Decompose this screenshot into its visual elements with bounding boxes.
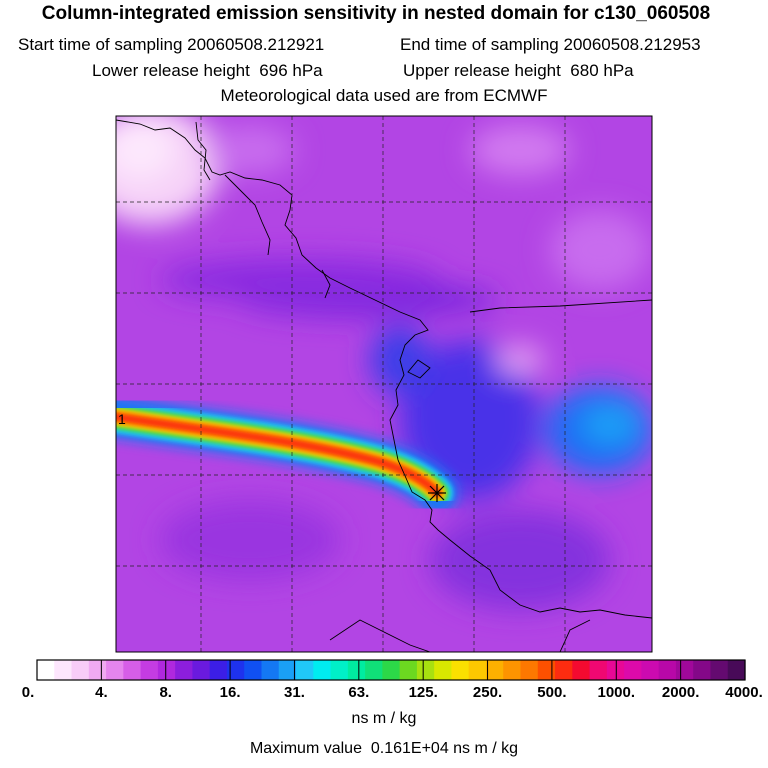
start-time: Start time of sampling 20060508.212921	[18, 35, 324, 55]
light-patch-n	[205, 125, 295, 175]
maximum-value-number: 0.161E+04 ns m / kg	[370, 740, 519, 757]
colorbar-segment	[37, 660, 55, 680]
colorbar-segment	[88, 660, 107, 680]
release-point-marker	[428, 484, 446, 502]
lake	[407, 359, 431, 379]
colorbar-segment	[157, 660, 176, 680]
lower-height-label: Lower release height	[92, 61, 250, 80]
coastline-main	[116, 119, 652, 619]
colorbar-segment	[261, 660, 280, 680]
trough-band-w	[160, 258, 440, 302]
colorbar-segment	[451, 660, 470, 680]
colorbar-segment	[710, 660, 729, 680]
colorbar-segment	[226, 660, 245, 680]
colorbar-segment	[727, 660, 746, 680]
map-frame	[115, 115, 653, 653]
colorbar-segment	[572, 660, 591, 680]
coastline-se	[559, 619, 591, 652]
colorbar-segment	[330, 660, 349, 680]
colorbar-segment	[693, 660, 712, 680]
blue-zone	[400, 340, 540, 500]
colorbar-label: 2000.	[661, 684, 700, 701]
colorbar-segment	[416, 660, 435, 680]
cyan-core-e	[580, 405, 640, 445]
colorbar-segment	[71, 660, 90, 680]
colorbar-segment	[675, 660, 694, 680]
light-patch-c	[495, 345, 545, 375]
upper-height-value: 680 hPa	[570, 61, 634, 80]
end-time-value: 20060508.212953	[563, 35, 701, 54]
start-time-value: 20060508.212921	[187, 35, 325, 54]
colorbar-segment	[54, 660, 73, 680]
lower-release-height: Lower release height 696 hPa	[92, 61, 323, 81]
graticule	[116, 116, 652, 652]
colorbar-segment	[468, 660, 487, 680]
colorbar-segment	[209, 660, 228, 680]
colorbar-label: 63.	[348, 684, 370, 701]
figure-title: Column-integrated emission sensitivity i…	[41, 3, 711, 24]
colorbar-segment	[589, 660, 608, 680]
coastline-inlet	[195, 121, 211, 181]
maximum-value: Maximum value 0.161E+04 ns m / kg	[0, 740, 768, 758]
colorbar-segment	[624, 660, 642, 680]
plume-red-core	[116, 413, 440, 496]
colorbar-label: 4.	[95, 684, 108, 701]
colorbar-segment	[503, 660, 522, 680]
colorbar-label: 1000.	[597, 684, 636, 701]
map-field: 1	[116, 116, 652, 652]
upper-release-height: Upper release height 680 hPa	[403, 61, 634, 81]
upper-height-label: Upper release height	[403, 61, 561, 80]
plume	[116, 395, 458, 514]
colorbar-segment	[434, 660, 453, 680]
colorbar-segment	[313, 660, 332, 680]
colorbar-segment	[520, 660, 539, 680]
colorbar-label: 8.	[159, 684, 172, 701]
met-data-line: Meteorological data used are from ECMWF	[220, 86, 548, 105]
colorbar	[36, 660, 746, 680]
colorbar-segment	[140, 660, 159, 680]
colorbar-segment	[123, 660, 142, 680]
colorbar-segment	[641, 660, 660, 680]
colorbar-frame	[36, 659, 746, 681]
colorbar-segment	[365, 660, 383, 680]
border-east	[469, 299, 652, 313]
dark-patch-s	[430, 510, 610, 610]
colorbar-label: 16.	[219, 684, 241, 701]
coastline-south	[329, 619, 431, 652]
light-patch-ne	[470, 125, 570, 175]
end-time: End time of sampling 20060508.212953	[400, 35, 701, 55]
maximum-value-label: Maximum value	[249, 740, 362, 757]
dark-patch-sw	[160, 500, 340, 580]
colorbar-label: 4000.	[725, 684, 763, 701]
colorbar-label: 500.	[537, 684, 567, 701]
colorbar-segment	[537, 660, 556, 680]
colorbar-segment	[106, 660, 124, 680]
colorbar-segment	[485, 660, 504, 680]
colorbar-segment	[399, 660, 418, 680]
colorbar-label: 0.	[21, 684, 35, 701]
colorbar-segment	[658, 660, 677, 680]
colorbar-segment	[347, 660, 366, 680]
colorbar-segment	[296, 660, 314, 680]
end-time-label: End time of sampling	[400, 35, 559, 54]
plume-start-marker: 1	[118, 411, 126, 427]
start-time-label: Start time of sampling	[18, 35, 183, 54]
colorbar-segment	[192, 660, 211, 680]
lower-height-value: 696 hPa	[259, 61, 323, 80]
light-patch-e	[550, 210, 650, 290]
colorbar-label: 31.	[284, 684, 305, 701]
colorbar-units: ns m / kg	[351, 710, 417, 727]
colorbar-label: 250.	[472, 684, 503, 701]
colorbar-segment	[382, 660, 401, 680]
light-patch-nw-core	[116, 120, 175, 180]
coastline-islet	[321, 269, 331, 299]
coastline-peninsula	[224, 174, 271, 256]
colorbar-segment	[175, 660, 194, 680]
colorbar-label: 125.	[408, 684, 438, 701]
coastlines	[116, 119, 652, 652]
colorbar-segment	[278, 660, 297, 680]
colorbar-segment	[244, 660, 263, 680]
colorbar-segment	[555, 660, 573, 680]
